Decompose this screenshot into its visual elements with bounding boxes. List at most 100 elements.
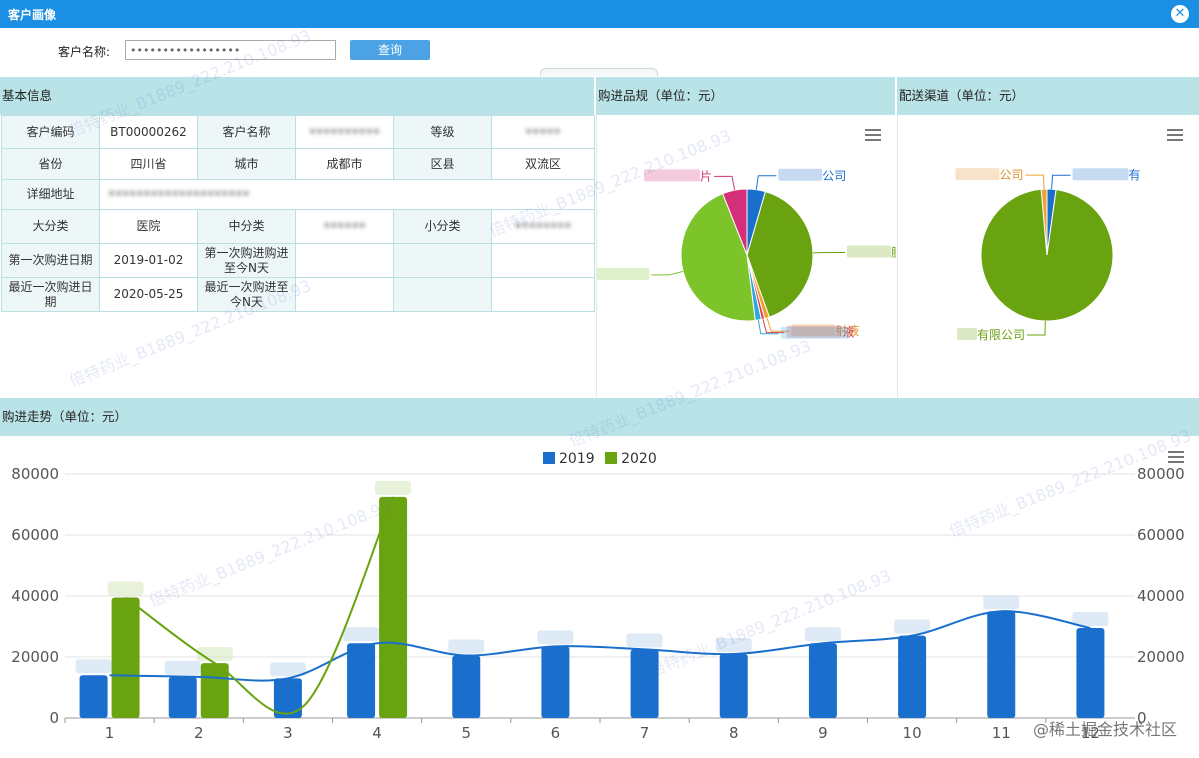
pie-label-line [1025, 174, 1045, 190]
menu-icon[interactable] [1168, 451, 1184, 463]
bar-2019[interactable] [79, 675, 108, 718]
table-row: 最近一次购进日期 2020-05-25 最近一次购进至今N天 [1, 277, 595, 312]
menu-icon[interactable] [1167, 129, 1183, 141]
basic-info-table: 客户编码 BT00000262 客户名称 •••••••••• 等级 •••••… [1, 115, 595, 312]
customer-code-label: 客户编码 [1, 115, 100, 149]
pie-label-blur [1072, 168, 1129, 181]
trend-chart: 0 0 20000 20000 40000 40000 60000 60000 80000 800… [11, 465, 1185, 742]
pie-label: 公司 [822, 169, 846, 183]
x-tick-label: 5 [461, 724, 471, 742]
last-purchase-date-value: 2020-05-25 [99, 277, 198, 312]
x-tick-label: 8 [729, 724, 739, 742]
x-tick-label: 6 [551, 724, 561, 742]
address-label: 详细地址 [1, 179, 100, 210]
first-purchase-date-value: 2019-01-02 [99, 243, 198, 278]
pie-label-line [762, 318, 785, 334]
bar-label-blur [343, 627, 380, 642]
pie-label-blur [846, 245, 891, 258]
pie-label: 胶囊 [891, 244, 896, 259]
x-tick-label: 4 [372, 724, 382, 742]
bar-2019[interactable] [1076, 628, 1105, 718]
pie-label-blur [778, 168, 823, 181]
pie-slice[interactable] [680, 192, 756, 322]
bar-2020[interactable] [111, 597, 140, 718]
empty-cell [393, 243, 492, 278]
bar-label-blur [269, 662, 306, 677]
search-bar: 客户名称: 查询 [0, 28, 1199, 74]
pie-label-line [651, 270, 684, 276]
empty-cell [491, 243, 595, 278]
pie-label-blur [956, 327, 977, 340]
legend-label: 2020 [621, 451, 657, 467]
pie-label: 有限公司 [977, 328, 1025, 342]
menu-icon[interactable] [865, 129, 881, 141]
y-tick-label: 0 [49, 709, 59, 727]
bar-label-blur [894, 619, 931, 634]
bar-2019[interactable] [987, 611, 1016, 718]
y-tick-label: 60000 [11, 526, 59, 544]
bar-2019[interactable] [898, 635, 927, 718]
bar-2019[interactable] [719, 653, 748, 718]
close-icon[interactable]: ✕ [1171, 5, 1189, 23]
pie-label-blur [786, 325, 843, 338]
table-row: 省份 四川省 城市 成都市 区县 双流区 [1, 148, 595, 180]
channel-pie-card: 有有限公司 公司 [897, 115, 1199, 397]
bar-2019[interactable] [273, 678, 302, 718]
bar-label-blur [537, 630, 574, 645]
bar-label-blur [448, 639, 485, 654]
channel-header: 配送渠道（单位：元） [897, 77, 1199, 115]
footer-watermark: @稀土掘金技术社区 [1032, 720, 1177, 739]
bar-2019[interactable] [168, 676, 197, 718]
bar-label-blur [983, 595, 1020, 610]
district-label: 区县 [393, 148, 492, 180]
pie-label-line [1051, 174, 1071, 190]
y-tick-label: 20000 [11, 648, 59, 666]
basic-info-header: 基本信息 [0, 77, 594, 115]
mid-category-label: 中分类 [197, 209, 296, 244]
bar-label-blur [804, 627, 841, 642]
y-tick-label-right: 60000 [1137, 526, 1185, 544]
empty-cell [393, 277, 492, 312]
bar-2019[interactable] [347, 643, 376, 718]
bar-2020[interactable] [379, 496, 408, 718]
pie-label: 有 [1129, 168, 1141, 182]
legend-item-2020[interactable]: 2020 [605, 451, 657, 467]
pie-label-line [1026, 320, 1046, 336]
customer-name-input[interactable] [125, 40, 336, 60]
pie-label-line [755, 175, 777, 190]
legend-swatch [605, 452, 618, 464]
x-tick-label: 9 [818, 724, 828, 742]
pie-label: 液 [842, 325, 854, 340]
table-row: 详细地址 •••••••••••••••••••• [1, 179, 595, 210]
line-2020 [124, 496, 395, 715]
pie-slice[interactable] [1040, 188, 1048, 256]
first-purchase-days-value [295, 243, 394, 278]
table-row: 第一次购进日期 2019-01-02 第一次购进购进至今N天 [1, 243, 595, 278]
window-title: 客户画像 [8, 8, 57, 22]
pie-label: 片 [700, 169, 712, 183]
bar-2019[interactable] [452, 655, 481, 718]
collapse-handle[interactable] [540, 68, 658, 76]
bar-2019[interactable] [630, 649, 659, 718]
pie-slice[interactable] [722, 188, 748, 256]
pie-label-blur [791, 324, 836, 337]
spec-pie-chart: 公司胶囊射液液 片 [581, 168, 915, 340]
bar-label-blur [1072, 612, 1109, 627]
legend-item-2019[interactable]: 2019 [543, 451, 595, 467]
grade-label: 等级 [393, 115, 492, 149]
grade-value: ••••• [491, 115, 595, 149]
pie-slice[interactable] [746, 191, 814, 318]
y-tick-label-right: 80000 [1137, 465, 1185, 483]
spec-pie-card: 公司胶囊射液液 片 [581, 115, 915, 397]
last-purchase-days-value [295, 277, 394, 312]
bar-2019[interactable] [808, 643, 837, 718]
query-button[interactable]: 查询 [350, 40, 430, 60]
district-value: 双流区 [491, 148, 595, 180]
bar-label-blur [75, 659, 112, 674]
x-tick-label: 1 [105, 724, 115, 742]
empty-cell [491, 277, 595, 312]
bar-2019[interactable] [541, 646, 570, 718]
line-2019 [109, 610, 1091, 682]
city-label: 城市 [197, 148, 296, 180]
